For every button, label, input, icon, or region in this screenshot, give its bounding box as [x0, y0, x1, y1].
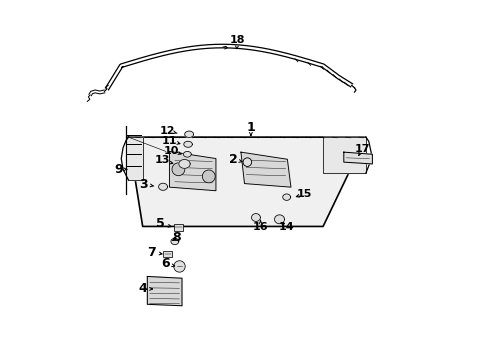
Polygon shape: [171, 238, 179, 245]
Polygon shape: [169, 152, 216, 191]
Text: 15: 15: [296, 189, 311, 199]
Circle shape: [243, 158, 251, 166]
Text: 11: 11: [162, 136, 177, 146]
Text: 3: 3: [139, 178, 148, 191]
Circle shape: [172, 163, 184, 176]
Text: 4: 4: [138, 283, 147, 296]
Polygon shape: [274, 215, 284, 224]
Text: 16: 16: [252, 222, 268, 232]
Polygon shape: [147, 276, 182, 306]
Text: 13: 13: [154, 156, 170, 165]
Polygon shape: [183, 141, 192, 147]
Circle shape: [173, 261, 185, 272]
Polygon shape: [251, 213, 260, 221]
Polygon shape: [128, 137, 365, 226]
Text: 10: 10: [163, 146, 179, 156]
Text: 1: 1: [246, 121, 255, 134]
Polygon shape: [343, 152, 372, 164]
Polygon shape: [183, 152, 191, 157]
Text: 9: 9: [114, 163, 123, 176]
Polygon shape: [158, 183, 167, 190]
Polygon shape: [179, 159, 190, 168]
Text: 12: 12: [160, 126, 175, 136]
Polygon shape: [128, 137, 142, 180]
Circle shape: [202, 170, 215, 183]
Text: 17: 17: [354, 144, 369, 154]
Text: 8: 8: [172, 231, 181, 244]
Text: 14: 14: [278, 222, 294, 232]
Polygon shape: [241, 152, 290, 187]
Bar: [173, 224, 183, 231]
Polygon shape: [184, 131, 193, 138]
Polygon shape: [323, 137, 365, 173]
Polygon shape: [282, 194, 290, 201]
Text: 18: 18: [229, 35, 244, 45]
Text: 6: 6: [161, 257, 170, 270]
Text: 7: 7: [147, 246, 156, 258]
Bar: [163, 251, 172, 257]
Text: 5: 5: [156, 217, 164, 230]
Text: 2: 2: [229, 153, 238, 166]
